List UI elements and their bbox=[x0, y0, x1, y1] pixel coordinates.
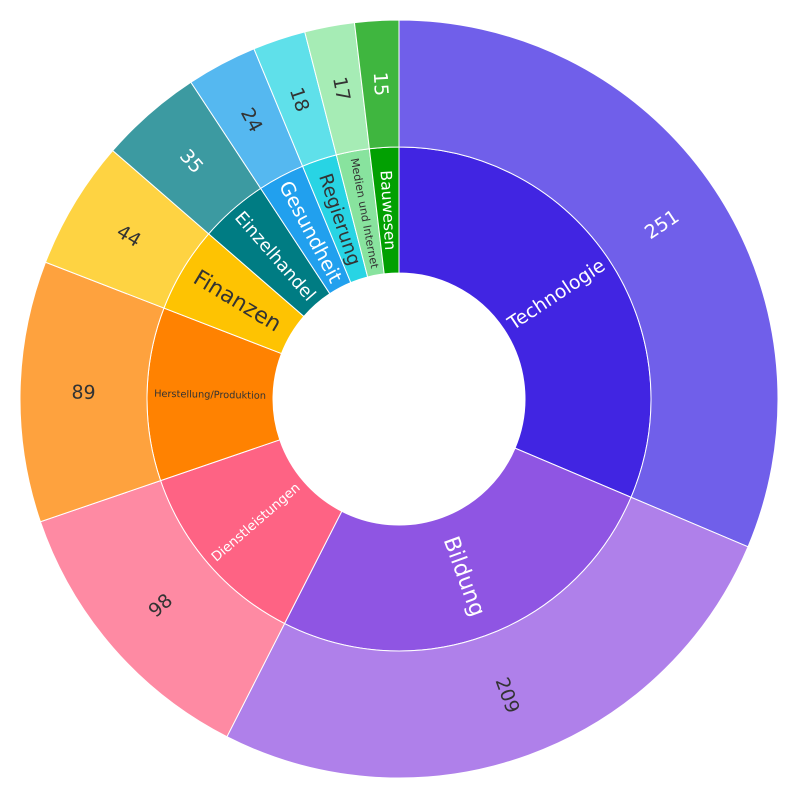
segment-label-bauwesen: Bauwesen bbox=[377, 170, 400, 251]
segment-value-technologie[interactable] bbox=[398, 19, 779, 548]
segment-label-herstellung-produktion: Herstellung/Produktion bbox=[154, 389, 266, 402]
segment-value-bauwesen[interactable] bbox=[353, 19, 400, 150]
segment-value-bildung[interactable] bbox=[226, 496, 749, 779]
segment-value-label-bauwesen: 15 bbox=[369, 71, 392, 96]
segment-value-label-herstellung-produktion: 89 bbox=[71, 382, 96, 404]
sunburst-segments bbox=[19, 19, 779, 779]
segment-value-label-medien-und-internet: 17 bbox=[328, 75, 354, 103]
